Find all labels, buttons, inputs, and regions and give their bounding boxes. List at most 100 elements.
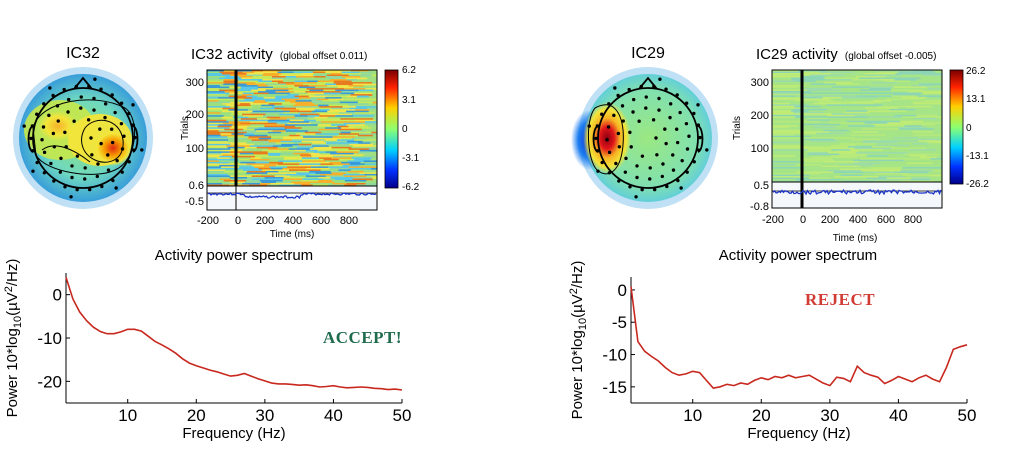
electrode-dot	[692, 112, 695, 115]
trial-cell	[371, 168, 377, 170]
y-tick-label: -20	[37, 372, 62, 391]
electrode-dot	[605, 138, 608, 141]
electrode-dot	[35, 161, 38, 164]
electrode-dot	[641, 154, 644, 157]
colorbar-ticks: 6.2 3.1 0 -3.1 -6.2	[402, 65, 420, 193]
electrode-dot	[132, 148, 135, 151]
electrode-dot	[617, 179, 620, 182]
electrode-dot	[678, 111, 681, 114]
electrode-dot	[596, 169, 599, 172]
electrode-dot	[617, 132, 620, 135]
erp-xlabel: Time (ms)	[833, 233, 878, 244]
trial-cell	[370, 136, 377, 138]
ytick: 100	[186, 143, 204, 155]
electrode-dot	[600, 161, 603, 164]
electrode-dot	[22, 124, 25, 127]
electrode-dot	[43, 151, 46, 154]
ic32-figure: IC32 IC32 activity (global offset 0.011)	[0, 0, 504, 468]
trial-cell	[359, 151, 370, 153]
electrode-dot	[59, 157, 62, 160]
electrode-dot	[120, 122, 123, 125]
electrode-dot	[608, 171, 611, 174]
electrode-dot	[132, 123, 135, 126]
trial-cell	[364, 160, 377, 162]
electrode-dot	[104, 102, 107, 105]
y-tick-label: -15	[602, 378, 627, 397]
electrode-dot	[90, 153, 93, 156]
trial-cell	[929, 143, 942, 145]
electrode-dot	[79, 106, 82, 109]
electrode-dot	[635, 164, 638, 167]
electrode-dot	[57, 119, 60, 122]
electrode-dot	[614, 162, 617, 165]
electrode-dot	[99, 142, 102, 145]
electrode-dot	[698, 136, 701, 139]
electrode-dot	[628, 185, 631, 188]
cbar-tick: 13.1	[966, 94, 986, 105]
electrode-dot	[106, 153, 109, 156]
x-tick-label: 40	[324, 406, 343, 425]
electrode-dot	[697, 123, 700, 126]
trial-cell	[372, 84, 377, 86]
electrode-dot	[696, 103, 699, 106]
erp-xticks: -200 0 200 400 600 800	[762, 214, 922, 226]
electrode-dot	[657, 108, 660, 111]
electrode-dot	[52, 179, 55, 182]
erp-trace-panel	[207, 186, 377, 210]
electrode-dot	[122, 135, 125, 138]
erp-image	[772, 70, 942, 182]
electrode-dot	[634, 195, 637, 198]
electrode-dot	[70, 176, 73, 179]
electrode-dot	[628, 131, 631, 134]
erp-xlabel: Time (ms)	[270, 229, 315, 240]
electrode-dot	[107, 168, 110, 171]
electrode-dot	[627, 88, 630, 91]
erp-xtick: 0	[800, 214, 806, 226]
electrode-dot	[75, 85, 78, 88]
electrode-dot	[115, 159, 118, 162]
electrode-dot	[655, 153, 658, 156]
x-tick-label: 10	[683, 406, 702, 425]
electrode-dot	[663, 127, 666, 130]
y-tick-label: 0	[618, 281, 627, 300]
erp-xtick: 600	[877, 214, 895, 226]
electrode-dot	[587, 124, 590, 127]
electrode-dot	[669, 102, 672, 105]
electrode-dot	[685, 122, 688, 125]
electrode-dot	[92, 108, 95, 111]
y-tick-label: -10	[602, 346, 627, 365]
electrode-dot	[92, 97, 95, 100]
cbar-tick: 0	[402, 124, 408, 135]
electrode-dot	[629, 145, 632, 148]
electrode-dot	[624, 170, 627, 173]
x-tick-label: 30	[820, 406, 839, 425]
electrode-dot	[693, 160, 696, 163]
erp-ytick: 0.6	[189, 180, 204, 192]
electrode-dot	[29, 137, 32, 140]
cbar-tick: 3.1	[402, 95, 416, 106]
x-tick-label: 30	[255, 406, 274, 425]
electrode-dot	[31, 149, 34, 152]
electrode-dot	[140, 148, 143, 151]
erp-xtick: 200	[821, 214, 839, 226]
electrode-dot	[664, 142, 667, 145]
electrode-dot	[80, 95, 83, 98]
scalp-map	[571, 67, 718, 209]
electrode-dot	[96, 175, 99, 178]
cbar-tick: -26.2	[966, 179, 989, 190]
erp-xtick: 600	[312, 215, 330, 227]
trial-cell	[939, 154, 942, 156]
electrode-dot	[680, 159, 683, 162]
electrode-dot	[53, 145, 56, 148]
electrode-dot	[648, 177, 651, 180]
electrode-dot	[96, 162, 99, 165]
cbar-tick: 26.2	[966, 66, 986, 77]
cbar-tick: -3.1	[402, 153, 420, 164]
electrode-dot	[687, 135, 690, 138]
erp-xtick: 200	[256, 215, 274, 227]
trial-cell	[372, 75, 377, 77]
erp-yticks: 0.6 -0.5	[185, 180, 204, 208]
spectrum-title: Activity power spectrum	[719, 247, 877, 264]
electrode-dot	[69, 195, 72, 198]
erp-trace-panel	[772, 182, 942, 208]
